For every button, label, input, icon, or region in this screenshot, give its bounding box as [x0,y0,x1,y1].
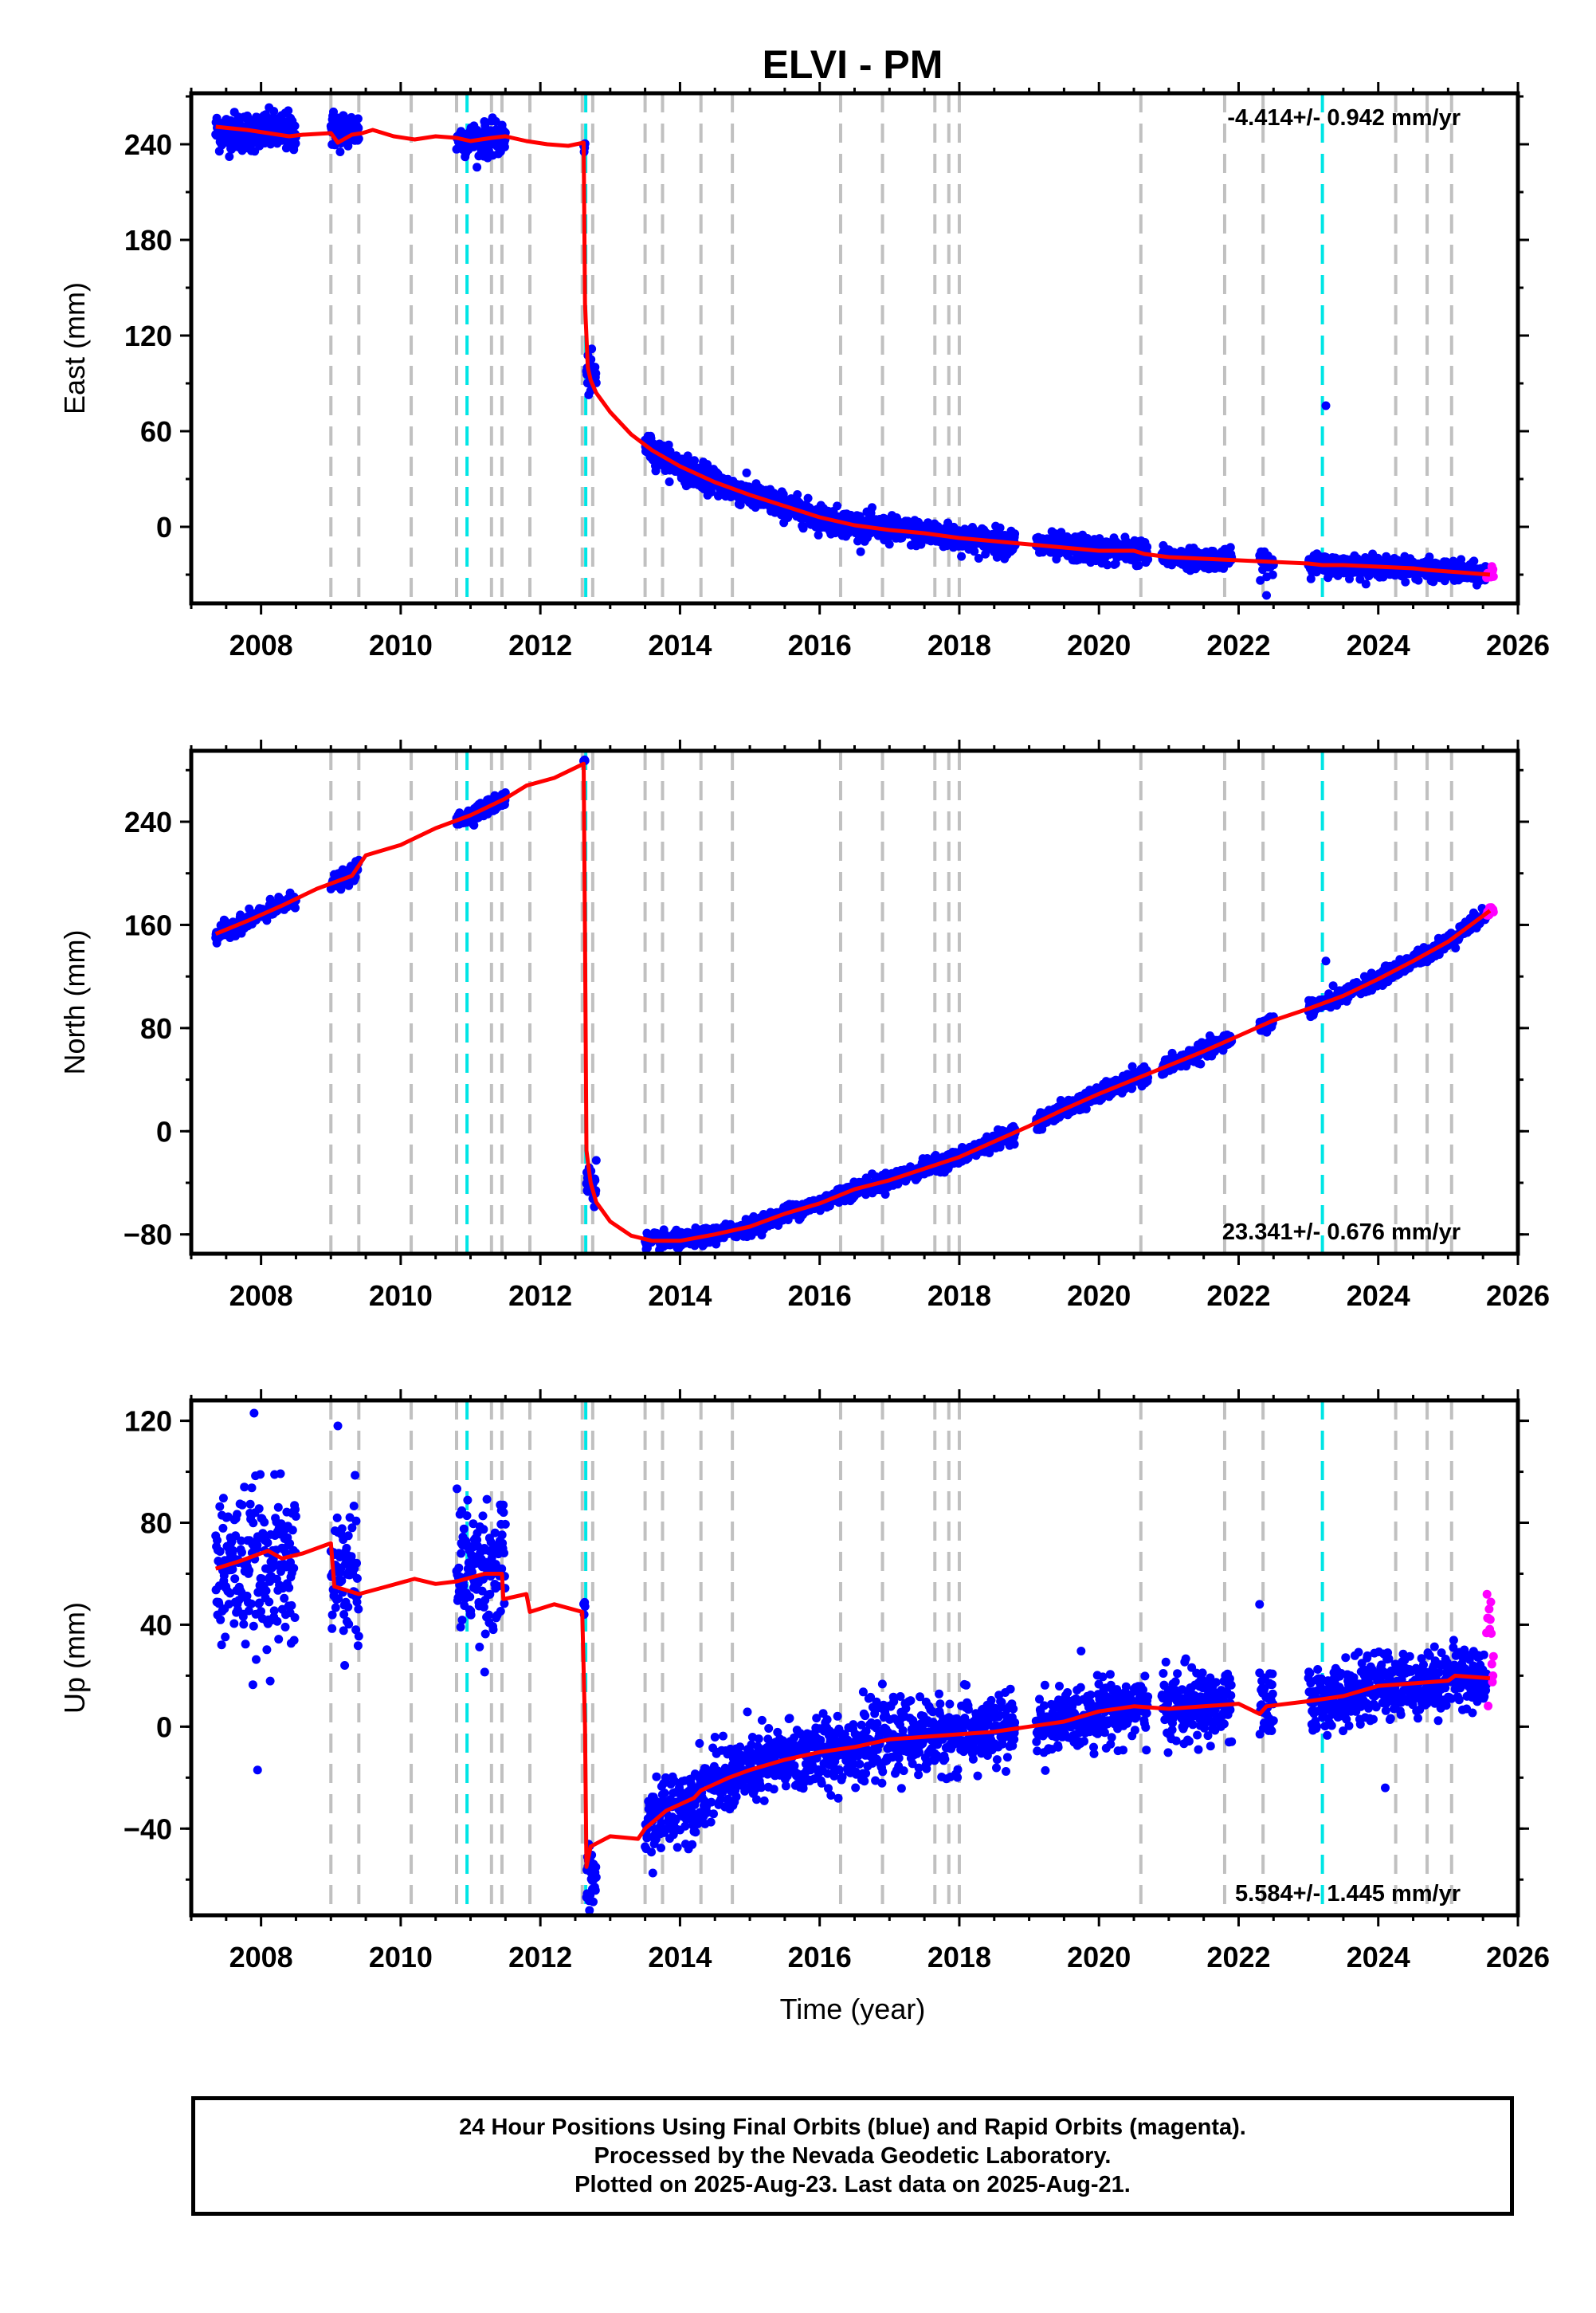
north-panel: 2008 2010 2012 2014 2016 2018 2020 2022 2024 2026… [58,740,1550,1312]
final-orbit-point [1081,1104,1091,1113]
final-orbit-point [291,139,300,148]
final-orbit-point [500,142,509,151]
figure-title: ELVI - PM [763,42,943,87]
final-orbit-point [1103,560,1112,570]
outlier-point [1321,401,1331,410]
final-orbit-point [868,503,876,512]
final-orbit-point [856,547,865,556]
x-tick-label: 2020 [1067,629,1131,662]
final-orbit-point [1196,1059,1206,1069]
final-orbit-point [974,554,983,563]
final-orbit-point [591,369,601,378]
final-orbit-point [473,163,482,172]
final-orbit-point [469,820,479,830]
x-tick-label: 2008 [229,629,293,662]
x-tick-label: 2026 [1486,629,1550,662]
final-orbit-point [884,540,894,549]
east-panel: 2008 2010 2012 2014 2016 2018 2020 2022 2024 2026… [58,82,1550,662]
final-orbit-point [500,788,510,797]
final-orbit-point [1268,570,1277,579]
final-orbit-point [833,501,842,511]
final-orbit-point [212,113,222,123]
final-orbit-point [590,1176,600,1185]
x-tick-label: 2012 [508,629,572,662]
final-orbit-point [354,134,363,143]
final-orbit-point [1256,575,1265,585]
final-orbit-point [803,493,813,503]
final-orbit-point [970,547,979,556]
final-orbit-point [329,107,338,116]
final-orbit-point [1401,577,1410,587]
final-orbit-point [665,477,674,486]
final-orbit-point [1127,1083,1137,1093]
y-tick-label: 180 [124,224,172,257]
x-tick-label: 2022 [1206,629,1270,662]
outlier-point [1262,591,1272,600]
final-orbit-point [690,456,699,465]
plot-area [211,93,1498,603]
model-fit-line [215,124,1491,577]
final-orbit-point [651,466,661,476]
x-tick-label: 2016 [788,629,852,662]
y-tick-label: 240 [124,128,172,161]
final-orbit-point [291,903,300,913]
final-orbit-point [290,121,300,131]
y-tick-label: 60 [140,415,172,448]
final-orbit-point [1010,529,1020,539]
final-orbit-point [957,552,967,561]
final-orbit-point [591,1156,601,1165]
final-orbit-point [587,344,597,354]
final-orbit-point [1306,574,1316,583]
final-orbit-point [1225,543,1235,552]
final-orbit-point [995,523,1005,532]
final-orbit-point [1469,556,1479,566]
final-orbit-point [707,487,716,497]
final-orbit-point [742,468,751,477]
final-orbit-point [1010,1140,1019,1149]
final-orbit-point [793,490,802,499]
x-tick-label: 2018 [927,629,991,662]
final-orbit-point [798,524,808,533]
final-orbit-point [225,152,234,161]
final-orbit-point [1143,555,1153,564]
final-orbit-point [353,114,363,124]
x-tick-label: 2024 [1347,629,1410,662]
final-orbit-point [1143,542,1152,552]
y-tick-label: 120 [124,320,172,352]
east-y-axis-label: East (mm) [58,282,91,414]
final-orbit-point [1361,579,1371,589]
final-orbit-point [814,530,823,540]
y-tick-label: 0 [156,511,172,544]
final-orbit-point [1425,552,1434,562]
final-orbit-point [1414,575,1423,585]
final-orbit-point [269,107,279,116]
final-orbit-point [880,1190,890,1199]
final-orbit-point [1134,561,1143,570]
plot-area [211,751,1498,1254]
rapid-orbit-point [1488,571,1498,581]
final-orbit-point [245,904,254,913]
final-orbit-point [1328,981,1338,991]
x-tick-label: 2014 [648,629,712,662]
x-tick-label: 2010 [369,629,433,662]
final-orbit-point [354,124,363,133]
final-orbit-point [335,147,345,156]
east-velocity-rate: -4.414+/- 0.942 mm/yr [1227,105,1461,131]
final-orbit-point [284,106,293,116]
rapid-orbit-point [1488,564,1498,574]
